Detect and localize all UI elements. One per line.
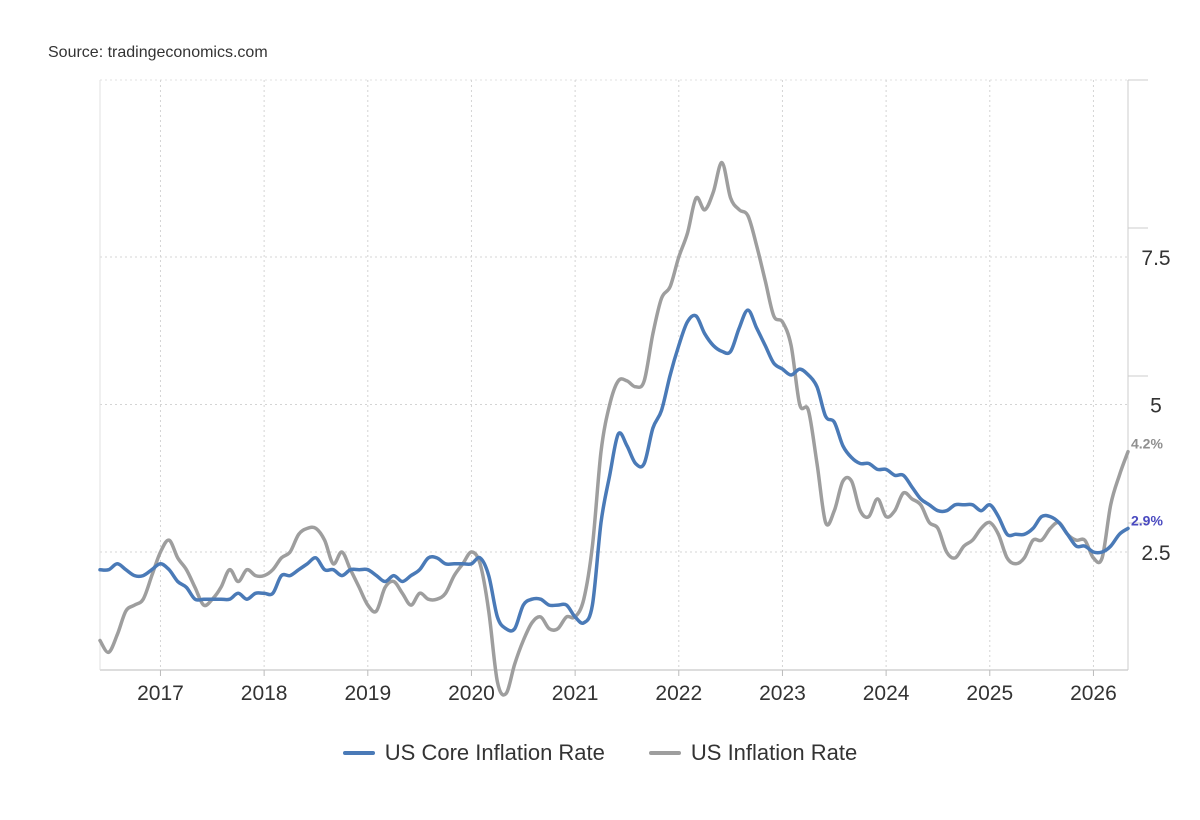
x-tick-label: 2022	[655, 682, 702, 705]
labels: 2.5 5 7.5 2017 2018 2019 2020 2021 2022 2023 2024 2…	[137, 247, 1170, 705]
axes	[99, 79, 1148, 676]
y-tick-label: 7.5	[1141, 247, 1170, 270]
legend-swatch-core	[342, 751, 375, 755]
x-tick-label: 2026	[1070, 682, 1117, 705]
legend-item-core[interactable]: US Core Inflation Rate	[342, 740, 605, 766]
legend-label-headline: US Inflation Rate	[690, 740, 858, 765]
x-tick-label: 2021	[552, 682, 599, 705]
x-tick-label: 2018	[241, 682, 288, 705]
x-tick-label: 2017	[137, 682, 184, 705]
grid	[100, 79, 1128, 670]
legend: US Core Inflation Rate US Inflation Rate	[0, 740, 1200, 766]
series-line-core-inflation	[98, 308, 1130, 633]
y-tick-label: 2.5	[1141, 542, 1170, 565]
x-tick-label: 2019	[344, 682, 391, 705]
legend-swatch-headline	[648, 751, 681, 755]
x-tick-label: 2025	[966, 682, 1013, 705]
x-tick-label: 2020	[448, 682, 495, 705]
legend-label-core: US Core Inflation Rate	[384, 740, 605, 765]
y-tick-label: 5	[1150, 395, 1162, 418]
end-value-label-core: 2.9%	[1131, 512, 1163, 528]
source-label: Source: tradingeconomics.com	[48, 44, 268, 61]
x-tick-label: 2024	[863, 682, 910, 705]
x-tick-label: 2023	[759, 682, 806, 705]
series-line-inflation	[98, 160, 1130, 697]
series-layer	[98, 160, 1130, 697]
legend-item-headline[interactable]: US Inflation Rate	[648, 740, 858, 766]
end-value-label-inflation: 4.2%	[1131, 436, 1163, 452]
